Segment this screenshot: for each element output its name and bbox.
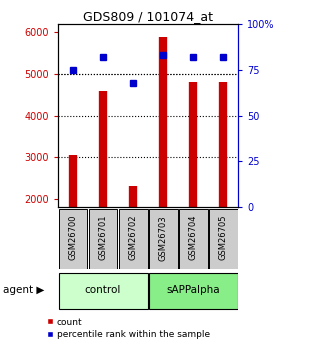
Title: GDS809 / 101074_at: GDS809 / 101074_at [83, 10, 213, 23]
Bar [149, 209, 178, 269]
Text: GSM26702: GSM26702 [128, 215, 138, 260]
Text: GSM26704: GSM26704 [189, 215, 198, 260]
Text: sAPPalpha: sAPPalpha [166, 285, 220, 295]
Bar [89, 209, 118, 269]
Text: GSM26701: GSM26701 [99, 215, 108, 260]
Bar [149, 273, 238, 308]
Bar [118, 209, 148, 269]
Text: GSM26700: GSM26700 [69, 215, 77, 260]
Bar [209, 209, 238, 269]
Text: control: control [85, 285, 121, 295]
Bar [59, 209, 87, 269]
Text: agent ▶: agent ▶ [3, 285, 45, 295]
Text: GSM26705: GSM26705 [219, 215, 228, 260]
Text: GSM26703: GSM26703 [159, 215, 168, 260]
Bar [59, 273, 148, 308]
Bar [179, 209, 208, 269]
Legend: count, percentile rank within the sample: count, percentile rank within the sample [46, 317, 211, 340]
